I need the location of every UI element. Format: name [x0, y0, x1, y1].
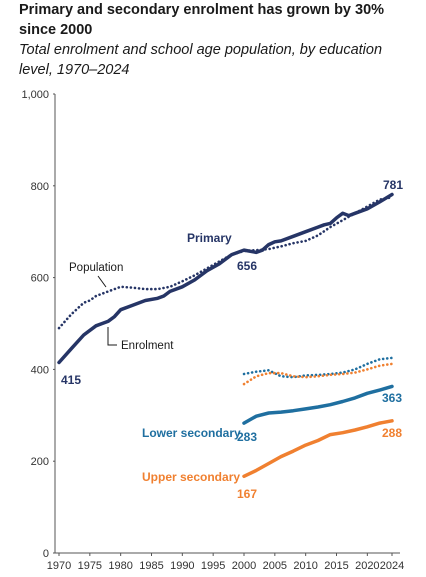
x-tick-label: 2005 [263, 560, 287, 572]
primary-enrolment-line [57, 192, 394, 365]
lower-secondary-population-line [242, 356, 394, 379]
upper-secondary-series-label: Upper secondary [142, 470, 240, 484]
primary-1970-value: 415 [61, 373, 81, 387]
series-lines [57, 192, 394, 479]
enrolment-label: Enrolment [121, 340, 174, 352]
chart-title: Primary and secondary enrolment has grow… [19, 2, 385, 38]
population-pointer [97, 275, 107, 288]
y-tick-label: 1,000 [21, 89, 49, 101]
lower-secondary-enrolment-line [242, 384, 394, 425]
x-tick-label: 2024 [380, 560, 404, 572]
y-tick-label: 800 [31, 181, 49, 193]
chart-annotations: Population Enrolment Primary Lower secon… [61, 178, 403, 501]
x-tick-label: 1985 [139, 560, 163, 572]
lower-secondary-series-label: Lower secondary [142, 426, 241, 440]
primary-2024-value: 781 [383, 178, 403, 192]
x-tick-label: 2000 [232, 560, 256, 572]
x-tick-label: 1975 [78, 560, 102, 572]
enrolment-pointer [107, 327, 117, 346]
lower-secondary-2000-value: 283 [237, 430, 257, 444]
x-tick-label: 2010 [293, 560, 317, 572]
population-label: Population [69, 262, 123, 274]
upper-secondary-enrolment-line [242, 419, 394, 479]
upper-secondary-2000-value: 167 [237, 487, 257, 501]
axes: 0 200 400 600 800 1,000 1970 1975 1980 1985 1990 19… [21, 89, 404, 572]
x-tick-label: 1990 [170, 560, 194, 572]
population-population-line [57, 196, 394, 330]
x-tick-label: 2015 [324, 560, 348, 572]
x-tick-label: 1980 [108, 560, 132, 572]
y-tick-label: 400 [31, 364, 49, 376]
chart-subtitle: Total enrolment and school age populatio… [19, 42, 383, 78]
y-tick-label: 0 [43, 548, 49, 560]
upper-secondary-2024-value: 288 [382, 426, 402, 440]
x-tick-label: 1995 [201, 560, 225, 572]
lower-secondary-2024-value: 363 [382, 391, 402, 405]
y-tick-label: 200 [31, 456, 49, 468]
y-tick-label: 600 [31, 273, 49, 285]
upper-secondary-population-line [242, 362, 394, 386]
x-tick-label: 1970 [47, 560, 71, 572]
primary-2000-value: 656 [237, 259, 257, 273]
x-tick-label: 2020 [355, 560, 379, 572]
primary-series-label: Primary [187, 231, 232, 245]
